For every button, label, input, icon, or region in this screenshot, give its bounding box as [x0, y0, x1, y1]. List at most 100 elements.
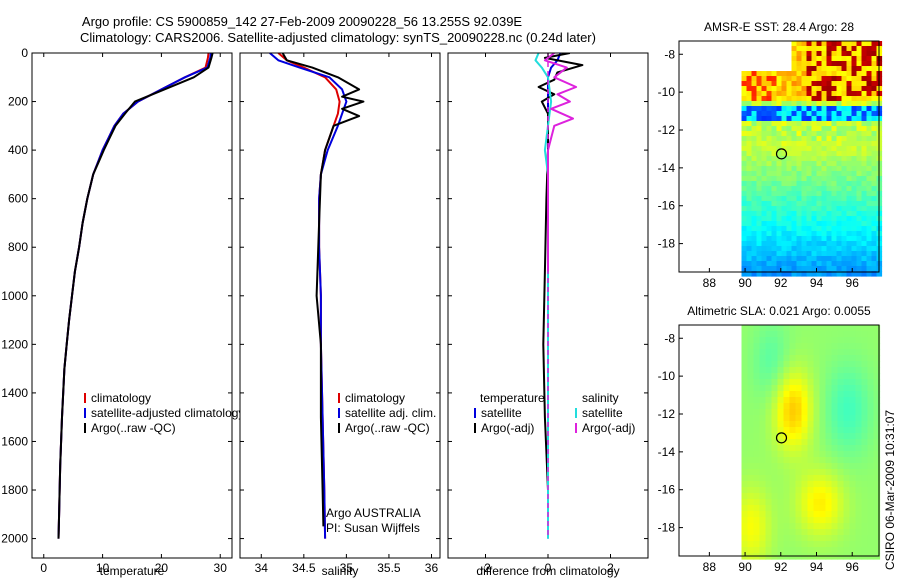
sst_map-cell: [861, 71, 868, 77]
sst_map-cell: [846, 206, 853, 212]
sla_map-cell: [765, 391, 773, 398]
sla_map-cell: [819, 463, 827, 470]
sst_map-cell: [831, 231, 838, 237]
sst_map-cell: [821, 91, 828, 97]
sla_map-heatmap: [741, 325, 881, 560]
sst_map-cell: [846, 121, 853, 127]
sla_map-cell: [843, 535, 851, 542]
sst_map-cell: [826, 56, 833, 62]
sst_map-cell: [811, 171, 818, 177]
sst_map-cell: [841, 246, 848, 252]
sla_map-cell: [759, 331, 767, 338]
sst_map-cell: [771, 71, 778, 77]
sst_map-cell: [746, 211, 753, 217]
sst_map-cell: [761, 106, 768, 112]
sst_map-cell: [831, 161, 838, 167]
sla_map-cell: [831, 385, 839, 392]
sla_map-cell: [741, 463, 749, 470]
sst_map-cell: [786, 236, 793, 242]
temperature-ytick-label-8: 1600: [1, 434, 28, 448]
sla_map-cell: [747, 475, 755, 482]
sla_map-cell: [777, 523, 785, 530]
sst_map-cell: [851, 111, 858, 117]
sla_map-cell: [873, 493, 881, 500]
sst_map-cell: [751, 221, 758, 227]
sst_map-cell: [856, 66, 863, 72]
sst_map-cell: [771, 156, 778, 162]
sla_map-cell: [819, 391, 827, 398]
sla_map-cell: [789, 457, 797, 464]
sla_map-cell: [849, 421, 857, 428]
sla_map-cell: [765, 493, 773, 500]
sla_map-cell: [753, 379, 761, 386]
sla_map-cell: [771, 445, 779, 452]
sst_map-cell: [766, 191, 773, 197]
sla_map-cell: [801, 409, 809, 416]
sst_map-cell: [866, 41, 873, 47]
sst_map-cell: [801, 261, 808, 267]
sst_map-cell: [821, 121, 828, 127]
sla_map-cell: [741, 493, 749, 500]
sla_map-cell: [747, 355, 755, 362]
sst_map-cell: [791, 111, 798, 117]
sla_map-cell: [831, 349, 839, 356]
sla_map-cell: [777, 355, 785, 362]
sst_map-cell: [841, 226, 848, 232]
sla_map-cell: [741, 481, 749, 488]
sla_map-cell: [843, 391, 851, 398]
sst_map-cell: [781, 76, 788, 82]
sla_map-cell: [795, 331, 803, 338]
sst_map-cell: [756, 126, 763, 132]
sla_map-cell: [789, 541, 797, 548]
sla_map-cell: [807, 451, 815, 458]
sst_map-cell: [756, 101, 763, 107]
sst_map-cell: [811, 176, 818, 182]
sla_map-cell: [765, 355, 773, 362]
sla_map-cell: [765, 331, 773, 338]
sla_map-cell: [783, 391, 791, 398]
sla_map-cell: [873, 331, 881, 338]
sla_map-cell: [771, 523, 779, 530]
sst_map-cell: [871, 61, 878, 67]
sst_map-cell: [846, 151, 853, 157]
sla_map-cell: [867, 439, 875, 446]
sst_map-cell: [781, 101, 788, 107]
sla_map-cell: [795, 337, 803, 344]
sst_map-cell: [811, 231, 818, 237]
sst_map-cell: [866, 96, 873, 102]
sst_map-cell: [781, 201, 788, 207]
sla_map-cell: [873, 421, 881, 428]
sla_map-cell: [789, 529, 797, 536]
sst_map-cell: [756, 116, 763, 122]
sla_map-cell: [849, 511, 857, 518]
sst_map-cell: [856, 161, 863, 167]
sst_map-cell: [851, 41, 858, 47]
sst_map-cell: [796, 116, 803, 122]
sst_map-cell: [861, 241, 868, 247]
sst_map-cell: [866, 241, 873, 247]
sst_map-cell: [851, 171, 858, 177]
sst_map-cell: [796, 221, 803, 227]
sst_map-cell: [821, 241, 828, 247]
sst_map-cell: [841, 51, 848, 57]
sla_map-cell: [765, 367, 773, 374]
sla_map-cell: [807, 367, 815, 374]
sst_map-cell: [866, 256, 873, 262]
sla_map-cell: [765, 379, 773, 386]
sst_map-cell: [746, 121, 753, 127]
sst_map-cell: [746, 111, 753, 117]
sst_map-cell: [796, 171, 803, 177]
sst_map-cell: [776, 261, 783, 267]
sla_map-cell: [867, 379, 875, 386]
sst_map-cell: [866, 191, 873, 197]
sst_map-cell: [816, 56, 823, 62]
sst_map-cell: [801, 246, 808, 252]
sla_map-cell: [837, 367, 845, 374]
sla_map-cell: [771, 391, 779, 398]
sla_map-cell: [783, 367, 791, 374]
sst_map-cell: [821, 101, 828, 107]
sst_map-cell: [786, 186, 793, 192]
sst_map-cell: [791, 96, 798, 102]
sst_map-cell: [836, 51, 843, 57]
